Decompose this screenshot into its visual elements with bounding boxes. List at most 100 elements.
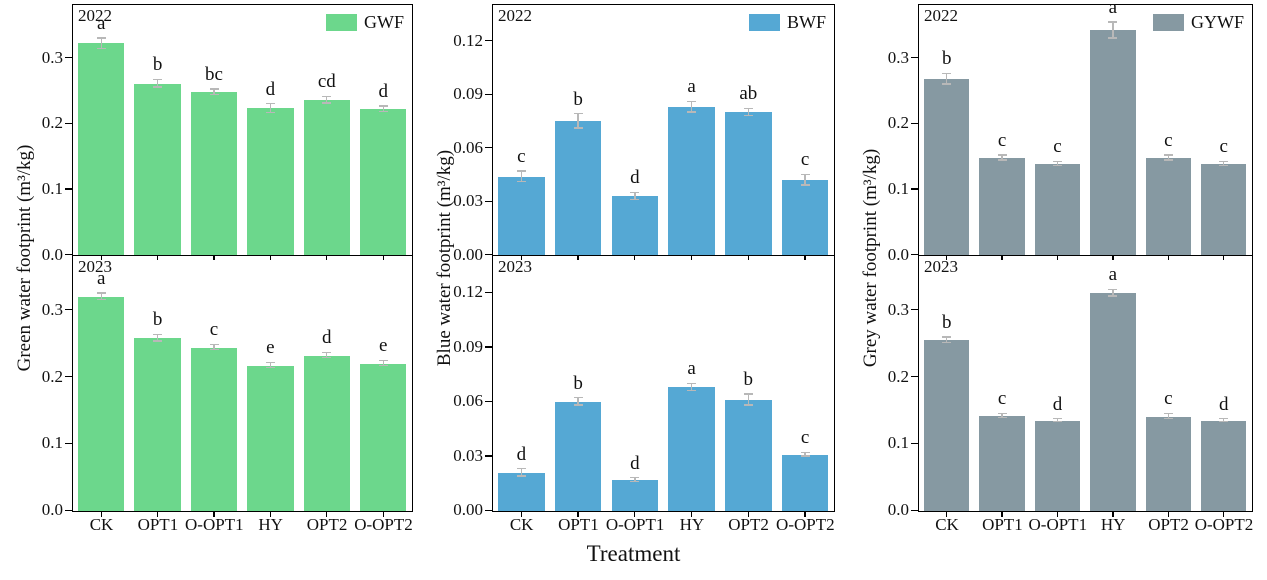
y-tick-label: 0.03 — [453, 191, 483, 211]
x-tick — [804, 254, 806, 261]
y-tick — [484, 200, 492, 202]
error-bar-cap — [942, 72, 952, 75]
year-label: 2022 — [924, 6, 958, 25]
year-label: 2023 — [78, 257, 112, 276]
error-bar-cap — [322, 95, 332, 98]
error-bar — [269, 362, 272, 368]
x-tick — [577, 254, 579, 261]
y-tick — [484, 400, 492, 403]
error-bar-cap — [1219, 160, 1229, 163]
error-bar — [634, 192, 636, 200]
error-bar-cap — [743, 404, 753, 406]
error-bar-cap — [322, 357, 332, 359]
bar-O-OPT2 — [360, 109, 407, 255]
y-tick — [64, 509, 72, 512]
y-tick — [484, 147, 492, 149]
category-label-HY: HY — [679, 515, 705, 534]
x-tick — [1056, 254, 1059, 261]
sig-letter: a — [687, 76, 696, 98]
y-tick — [484, 93, 492, 95]
category-label-HY: HY — [1100, 515, 1126, 534]
y-tick-label: 0.0 — [887, 244, 909, 264]
y-tick — [64, 122, 72, 124]
error-bar — [213, 344, 215, 350]
category-label-CK: CK — [935, 515, 959, 534]
error-bar-cap — [516, 180, 526, 183]
blue-water-footprint-2022-panel: 2022 BWF 0.00 0.03 0.06 0.09 0.12 c b d a ab c — [453, 4, 835, 264]
y-tick — [64, 188, 72, 190]
error-bar — [156, 79, 159, 88]
grey-water-footprint-legend-swatch — [1153, 14, 1184, 31]
y-tick — [910, 122, 918, 124]
y-tick — [910, 254, 918, 256]
x-tick — [1112, 511, 1114, 518]
error-bar-cap — [997, 412, 1007, 415]
bar-O-OPT1 — [1034, 163, 1081, 255]
x-tick — [690, 511, 693, 518]
sig-letter: a — [687, 358, 696, 380]
sig-letter: c — [1053, 136, 1062, 158]
y-tick — [64, 308, 72, 311]
blue-water-footprint-legend: BWF — [748, 12, 826, 33]
error-bar — [1223, 418, 1225, 422]
error-bar-cap — [153, 333, 163, 336]
sig-letter: e — [378, 335, 388, 357]
category-label-O-OPT2: O-OPT2 — [1194, 515, 1254, 534]
bar-O-OPT2 — [781, 454, 829, 511]
grey-water-footprint-2022-panel: 2022 GYWF 0.0 0.1 0.2 0.3 b c c a c c — [888, 0, 1253, 264]
error-bar-cap — [687, 382, 697, 384]
error-bar-cap — [942, 336, 952, 338]
bar-OPT2 — [303, 355, 350, 511]
category-label-OPT1: OPT1 — [137, 515, 179, 534]
error-bar-cap — [516, 475, 526, 477]
error-bar-cap — [942, 341, 952, 344]
error-bar-cap — [96, 37, 106, 39]
category-label-O-OPT2: O-OPT2 — [354, 515, 413, 534]
error-bar — [690, 383, 693, 391]
y-tick-label: 0.1 — [887, 433, 909, 453]
error-bar-cap — [573, 397, 583, 399]
category-label-O-OPT1: O-OPT1 — [1028, 515, 1088, 534]
error-bar-cap — [1163, 417, 1173, 420]
x-tick — [747, 511, 749, 518]
category-label-CK: CK — [89, 515, 114, 534]
bar-HY — [1090, 30, 1136, 255]
x-tick — [1167, 511, 1169, 518]
sig-letter: c — [209, 319, 219, 341]
sig-letter: ab — [739, 83, 758, 105]
error-bar-cap — [516, 170, 526, 172]
bar-OPT1 — [134, 338, 181, 511]
error-bar — [1112, 22, 1114, 38]
bar-O-OPT1 — [190, 347, 238, 511]
category-label-OPT2: OPT2 — [306, 515, 348, 534]
bar-CK — [923, 78, 970, 255]
error-bar-cap — [630, 480, 640, 483]
error-bar — [156, 334, 159, 342]
error-bar — [1223, 161, 1225, 166]
error-bar-cap — [153, 340, 163, 342]
year-label: 2022 — [78, 6, 112, 25]
x-tick — [1223, 254, 1225, 261]
error-bar — [520, 170, 523, 182]
y-tick — [484, 346, 492, 348]
error-bar-cap — [1219, 164, 1229, 167]
error-bar-cap — [265, 102, 275, 105]
error-bar — [1001, 154, 1003, 161]
error-bar-cap — [1108, 37, 1118, 39]
blue-water-footprint-legend-label: BWF — [786, 12, 826, 32]
error-bar — [326, 96, 328, 103]
bar-OPT1 — [979, 157, 1025, 255]
error-bar — [382, 360, 384, 366]
y-tick — [910, 375, 918, 378]
category-label-OPT1: OPT1 — [982, 515, 1023, 534]
y-tick-label: 0.2 — [41, 113, 63, 133]
error-bar-cap — [997, 416, 1007, 419]
sig-letter: c — [1164, 129, 1173, 151]
error-bar-cap — [1108, 288, 1118, 291]
bar-O-OPT2 — [360, 363, 407, 511]
bar-HY — [668, 106, 715, 255]
category-label-OPT1: OPT1 — [558, 515, 599, 534]
y-tick-label: 0.1 — [887, 178, 909, 198]
error-bar-cap — [96, 292, 106, 294]
error-bar-cap — [96, 47, 106, 50]
